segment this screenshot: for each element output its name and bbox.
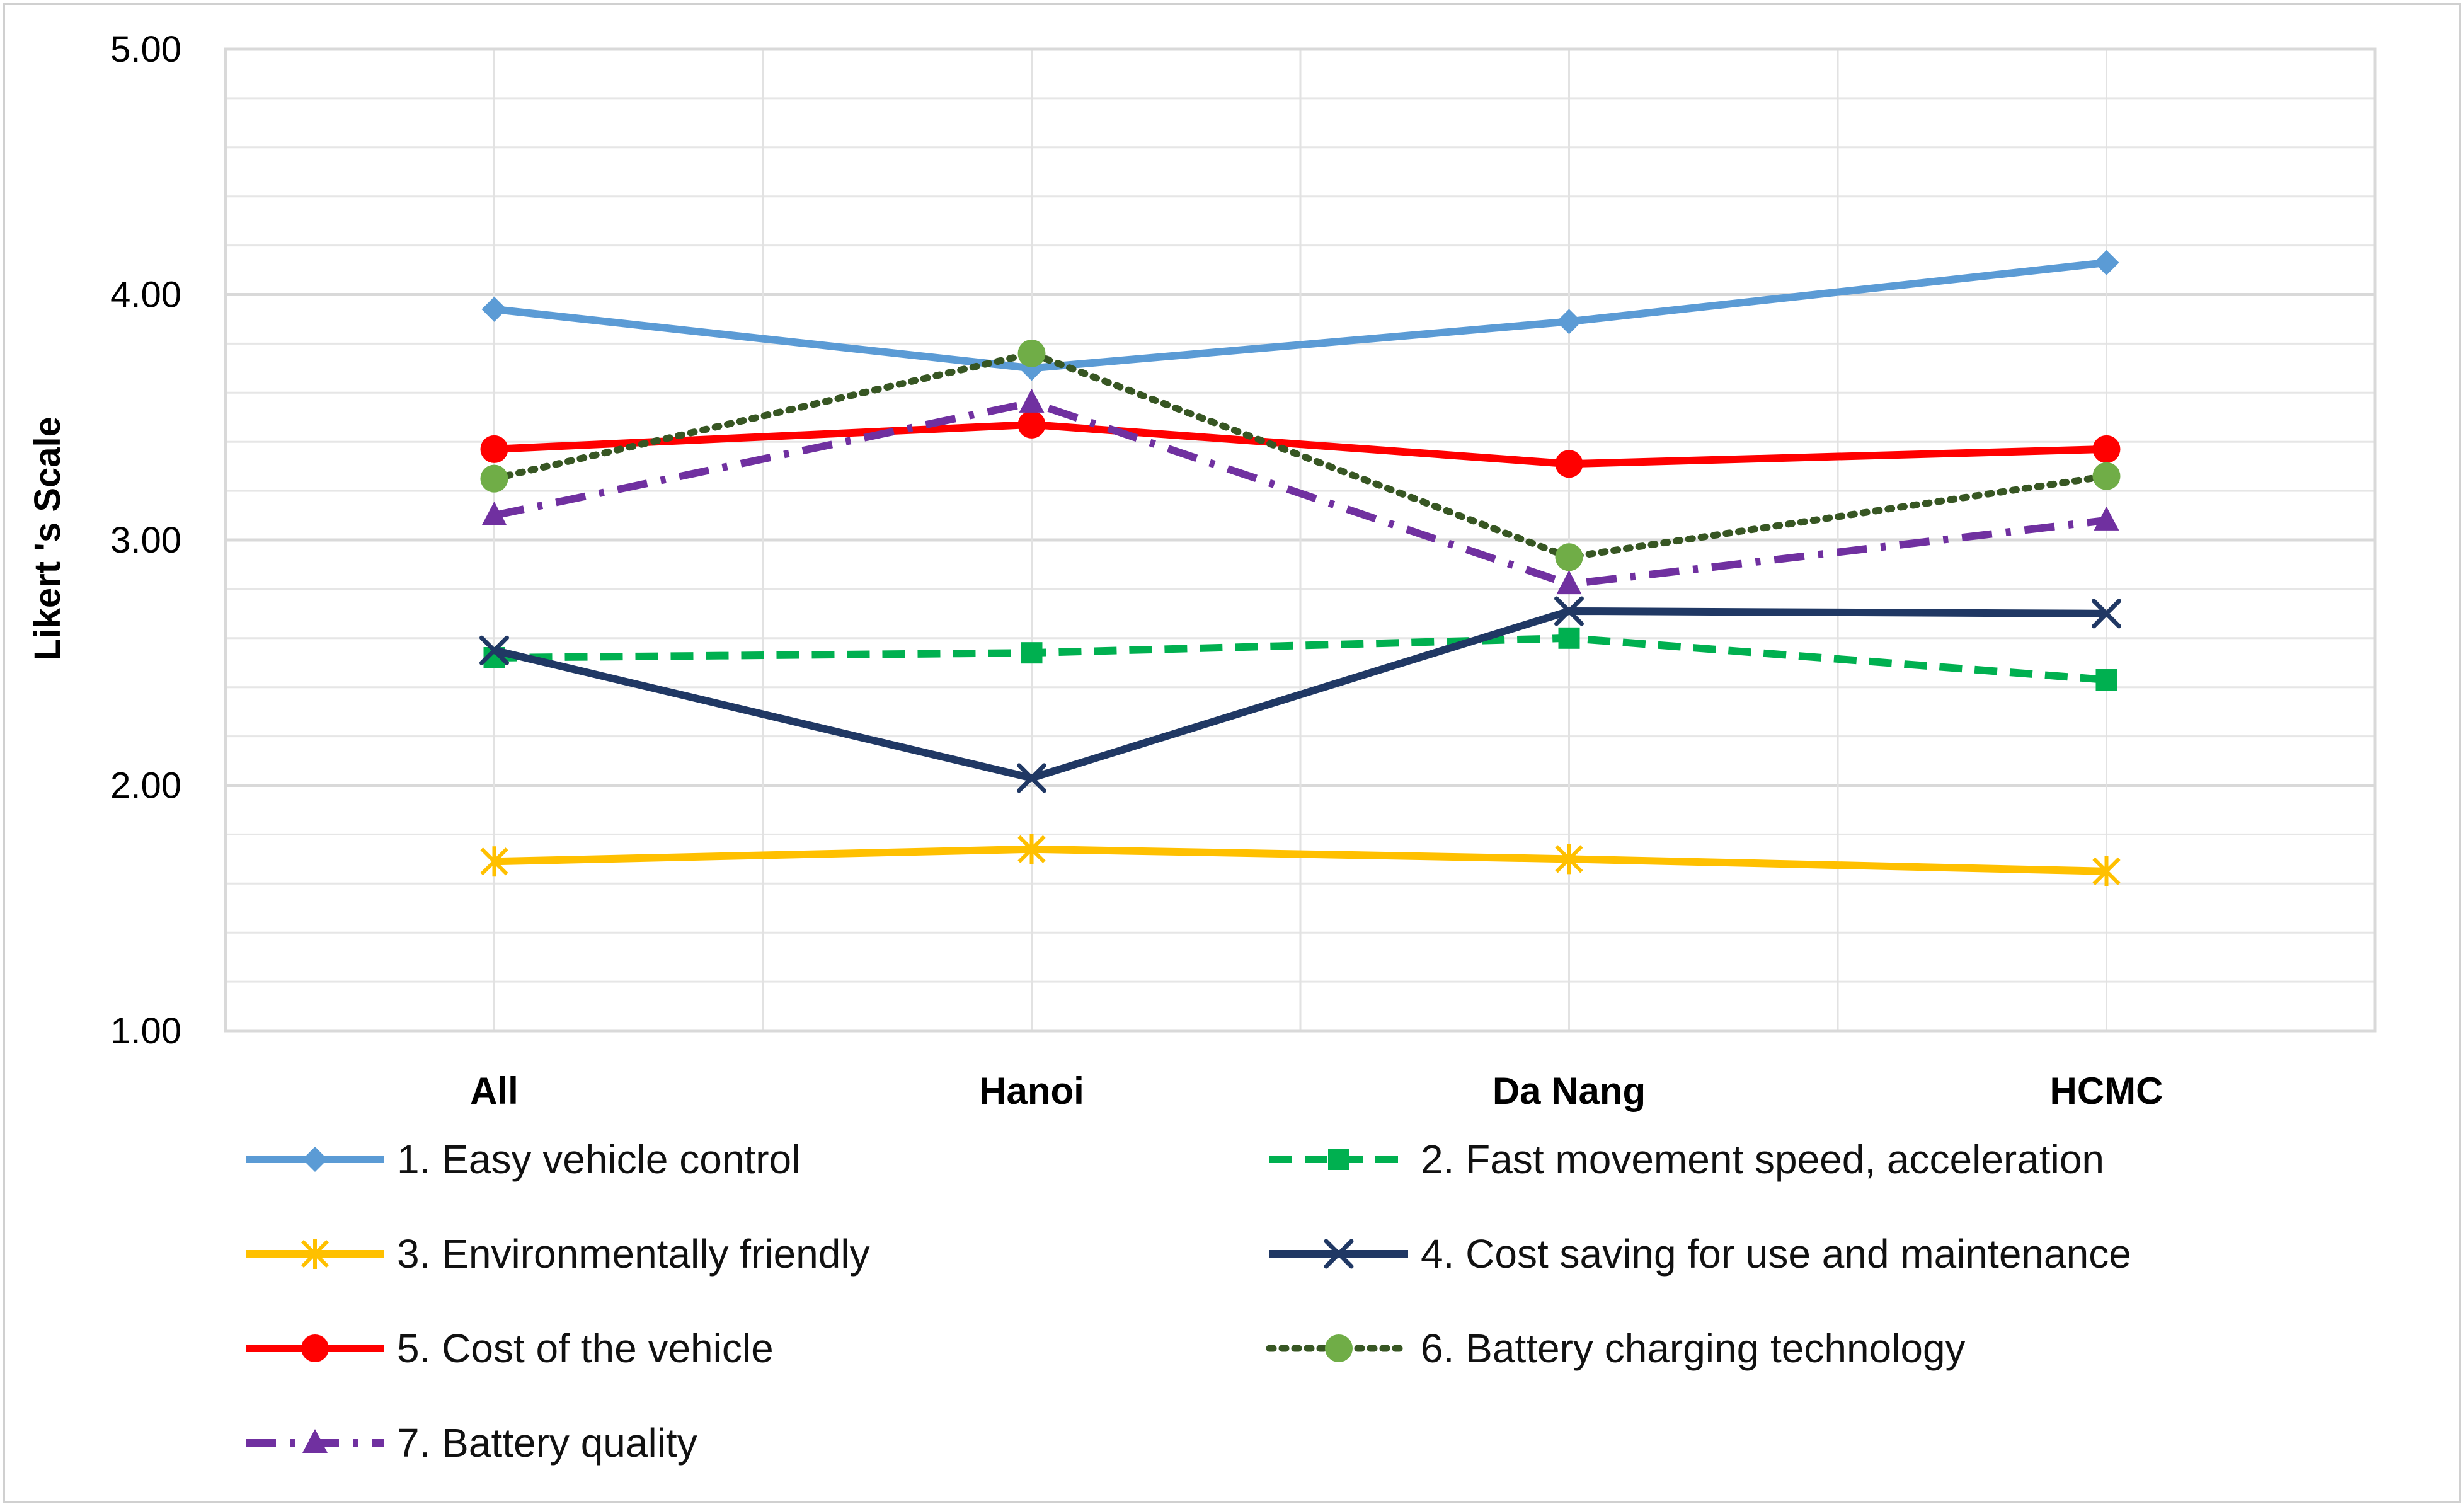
series-lines: [479, 250, 2121, 886]
data-point: [1555, 844, 1583, 875]
chart-frame: [3, 3, 2461, 1503]
series-6: [480, 339, 2121, 571]
legend-label: 1. Easy vehicle control: [397, 1137, 800, 1182]
y-axis-label: Likert 's Scale: [27, 416, 68, 661]
legend-marker: [302, 1429, 328, 1453]
data-point: [2092, 435, 2121, 463]
data-point: [1556, 570, 1582, 595]
legend-item: 6. Battery charging technology: [1266, 1326, 1966, 1371]
series-7: [481, 388, 2119, 595]
legend: 1. Easy vehicle control 2. Fast movement …: [246, 1137, 2131, 1466]
data-point: [480, 846, 508, 877]
data-point: [1021, 642, 1043, 664]
data-point: [1555, 450, 1583, 478]
legend-label: 7. Battery quality: [397, 1420, 697, 1466]
data-point: [1017, 339, 1046, 367]
gridlines: [226, 49, 2375, 1031]
x-tick-label: HCMC: [2050, 1070, 2163, 1112]
plot-area-border: [224, 47, 2377, 1033]
y-tick-label: 5.00: [110, 29, 181, 70]
data-point: [1017, 410, 1046, 439]
legend-label: 5. Cost of the vehicle: [397, 1326, 774, 1371]
y-axis-ticks: 1.00 2.00 3.00 4.00 5.00: [110, 29, 181, 1052]
x-tick-label: Da Nang: [1493, 1070, 1646, 1112]
legend-label: 6. Battery charging technology: [1421, 1326, 1966, 1371]
x-tick-label: All: [470, 1070, 519, 1112]
legend-marker: [1324, 1239, 1354, 1269]
data-point: [1556, 309, 1582, 335]
legend-item: 5. Cost of the vehicle: [246, 1326, 774, 1371]
legend-label: 3. Environmentally friendly: [397, 1231, 870, 1277]
data-point: [2092, 462, 2121, 490]
data-point: [2092, 599, 2121, 629]
legend-label: 2. Fast movement speed, acceleration: [1421, 1137, 2104, 1182]
legend-item: 4. Cost saving for use and maintenance: [1269, 1231, 2131, 1277]
data-point: [1017, 834, 1046, 864]
legend-item: 2. Fast movement speed, acceleration: [1269, 1137, 2104, 1182]
data-point: [1019, 388, 1045, 413]
legend-marker: [301, 1239, 329, 1269]
legend-item: 3. Environmentally friendly: [246, 1231, 870, 1277]
data-point: [2095, 669, 2117, 691]
series-3: [480, 834, 2121, 886]
series-line: [491, 350, 2110, 561]
series-1: [481, 250, 2119, 381]
x-tick-label: Hanoi: [979, 1070, 1084, 1112]
data-point: [2094, 250, 2119, 275]
axes: [224, 47, 2377, 1033]
y-tick-label: 4.00: [110, 275, 181, 316]
legend-marker: [302, 1147, 328, 1172]
series-5: [480, 410, 2121, 478]
legend-marker: [1325, 1334, 1353, 1362]
data-point: [1017, 763, 1046, 793]
legend-marker: [1328, 1149, 1349, 1170]
legend-marker: [301, 1334, 329, 1362]
data-point: [479, 635, 509, 665]
x-axis-ticks: All Hanoi Da Nang HCMC: [470, 1070, 2163, 1112]
legend-item: 7. Battery quality: [246, 1420, 697, 1466]
series-line: [493, 398, 2107, 588]
data-point: [1555, 543, 1583, 571]
data-point: [481, 296, 507, 322]
series-line: [493, 607, 2107, 782]
series-line: [494, 420, 2107, 468]
y-tick-label: 1.00: [110, 1011, 181, 1052]
series-line: [494, 634, 2107, 684]
series-4: [479, 596, 2121, 793]
data-point: [1554, 596, 1584, 626]
y-tick-label: 2.00: [110, 766, 181, 806]
legend-item: 1. Easy vehicle control: [246, 1137, 800, 1182]
data-point: [480, 464, 508, 493]
data-point: [481, 502, 507, 526]
series-line: [493, 258, 2107, 372]
legend-label: 4. Cost saving for use and maintenance: [1421, 1231, 2131, 1277]
data-point: [2094, 506, 2119, 531]
data-point: [1558, 627, 1580, 649]
data-point: [2092, 856, 2121, 886]
data-point: [480, 435, 508, 463]
series-line: [494, 845, 2107, 875]
y-tick-label: 3.00: [110, 520, 181, 561]
